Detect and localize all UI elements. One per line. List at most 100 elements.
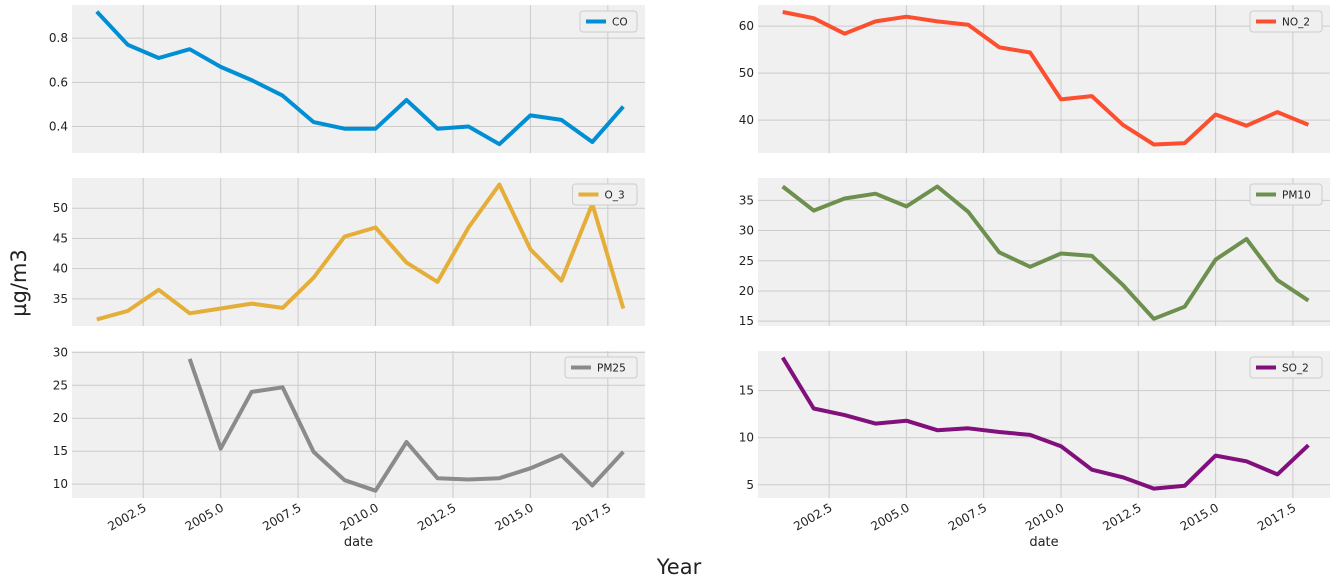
data-point — [998, 251, 1001, 254]
data-point — [1214, 113, 1217, 116]
plot-background — [758, 351, 1330, 498]
data-point — [874, 20, 877, 23]
y-tick-label: 20 — [53, 411, 68, 425]
data-point — [467, 478, 470, 481]
data-point — [281, 94, 284, 97]
data-point — [343, 127, 346, 130]
x-tick-label: 2005.0 — [869, 500, 912, 533]
data-point — [936, 185, 939, 188]
data-point — [967, 210, 970, 213]
y-tick-label: 35 — [739, 193, 754, 207]
data-point — [374, 226, 377, 229]
data-point — [1183, 142, 1186, 145]
data-point — [560, 454, 563, 457]
data-point — [622, 450, 625, 453]
data-point — [967, 427, 970, 430]
data-point — [1060, 98, 1063, 101]
data-point — [1276, 473, 1279, 476]
data-point — [560, 118, 563, 121]
legend-label: SO_2 — [1282, 363, 1309, 375]
data-point — [1029, 433, 1032, 436]
data-point — [843, 32, 846, 35]
y-tick-label: 10 — [739, 431, 754, 445]
data-point — [312, 450, 315, 453]
data-point — [1121, 283, 1124, 286]
data-point — [781, 356, 784, 359]
data-point — [188, 48, 191, 51]
series-line-pm25 — [187, 358, 625, 493]
data-point — [343, 235, 346, 238]
series-line-no_2 — [782, 10, 1310, 147]
chart-panel-1: 0.4 0.6 0.8 CO — [49, 5, 645, 153]
data-point — [436, 477, 439, 480]
data-point — [936, 20, 939, 23]
data-point — [250, 390, 253, 393]
plot-background — [72, 351, 645, 498]
data-point — [1090, 95, 1093, 98]
data-point — [281, 306, 284, 309]
data-point — [1214, 258, 1217, 261]
x-tick-label: 2010.0 — [338, 500, 381, 533]
data-point — [529, 467, 532, 470]
x-tick-label: 2017.5 — [1255, 500, 1298, 533]
data-point — [1152, 317, 1155, 320]
x-axis-label: date — [344, 535, 373, 550]
y-tick-label: 15 — [739, 314, 754, 328]
legend-box — [1249, 356, 1323, 379]
legend-label: PM25 — [597, 363, 626, 375]
data-point — [560, 279, 563, 282]
legend-box — [1249, 10, 1323, 33]
chart-panel-3: 35 40 45 50 O_3 — [53, 178, 645, 326]
data-point — [374, 127, 377, 130]
series-line-co — [95, 10, 625, 147]
data-point — [1121, 123, 1124, 126]
y-tick-label: 25 — [53, 378, 68, 392]
data-point — [1183, 305, 1186, 308]
data-point — [1029, 265, 1032, 268]
legend-box — [579, 10, 638, 33]
data-point — [498, 183, 501, 186]
y-tick-label: 45 — [53, 231, 68, 245]
data-point — [126, 43, 129, 46]
data-point — [1307, 123, 1310, 126]
figure-ylabel: µg/m3 — [7, 249, 31, 317]
x-tick-label: 2015.0 — [493, 500, 536, 533]
y-tick-label: 20 — [739, 284, 754, 298]
data-point — [95, 318, 98, 321]
data-point — [498, 143, 501, 146]
data-point — [1060, 252, 1063, 255]
data-point — [374, 489, 377, 492]
series-line-o_3 — [96, 182, 626, 322]
data-point — [874, 422, 877, 425]
data-point — [591, 140, 594, 143]
x-tick-label: 2017.5 — [570, 500, 613, 533]
data-point — [95, 10, 98, 13]
y-tick-label: 0.4 — [49, 119, 68, 133]
data-point — [312, 121, 315, 124]
y-tick-label: 60 — [739, 19, 754, 33]
data-point — [1152, 143, 1155, 146]
data-point — [467, 125, 470, 128]
y-tick-label: 15 — [739, 384, 754, 398]
data-point — [312, 276, 315, 279]
data-point — [998, 431, 1001, 434]
legend-label: CO — [612, 17, 628, 29]
data-point — [219, 65, 222, 68]
y-tick-label: 0.8 — [49, 31, 68, 45]
figure-xlabel: Year — [656, 555, 702, 579]
data-point — [998, 46, 1001, 49]
data-point — [1152, 487, 1155, 490]
y-tick-label: 5 — [746, 478, 754, 492]
data-point — [905, 419, 908, 422]
data-point — [126, 309, 129, 312]
data-point — [622, 307, 625, 310]
data-point — [591, 484, 594, 487]
data-point — [219, 447, 222, 450]
data-point — [1276, 111, 1279, 114]
y-tick-label: 50 — [53, 201, 68, 215]
series-line-so_2 — [780, 356, 1310, 491]
data-point — [812, 17, 815, 20]
data-point — [1245, 460, 1248, 463]
y-tick-label: 30 — [53, 345, 68, 359]
